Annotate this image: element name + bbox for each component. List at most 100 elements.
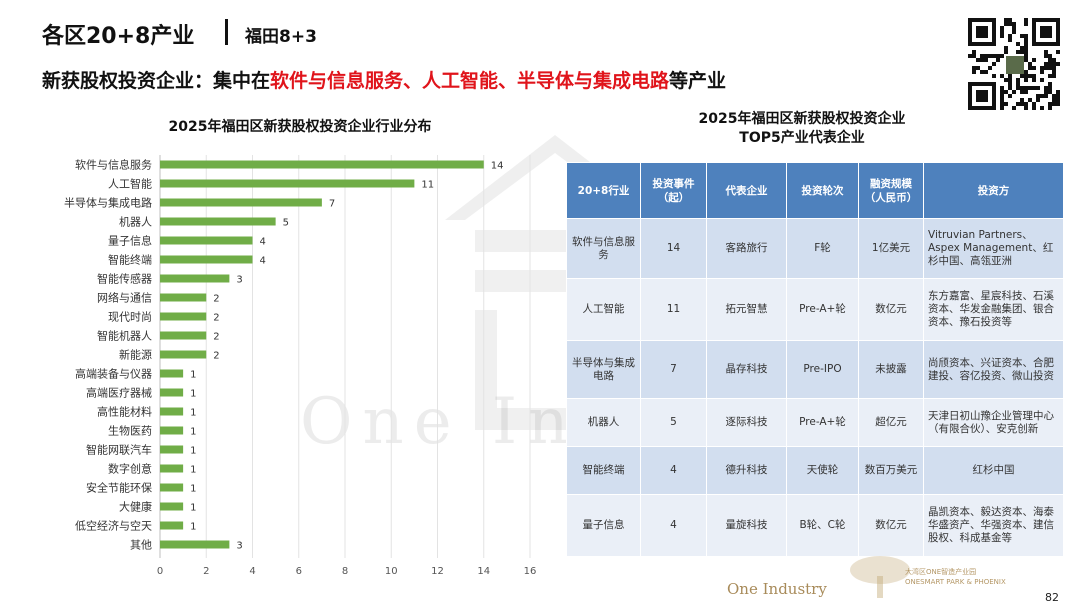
bar bbox=[160, 236, 253, 245]
headline-highlight: 软件与信息服务、人工智能、半导体与集成电路 bbox=[270, 70, 670, 92]
data-label: 2 bbox=[213, 332, 219, 343]
data-label: 1 bbox=[190, 522, 196, 533]
data-label: 1 bbox=[190, 503, 196, 514]
page-title: 各区20+8产业 bbox=[42, 24, 195, 49]
page-number: 82 bbox=[1045, 591, 1059, 604]
cell-scale: 数亿元 bbox=[858, 494, 924, 557]
category-label: 大健康 bbox=[119, 500, 152, 514]
cell-events: 11 bbox=[640, 278, 707, 341]
category-label: 高端装备与仪器 bbox=[75, 367, 152, 381]
cell-events: 7 bbox=[640, 340, 707, 399]
header-divider bbox=[225, 19, 228, 45]
table-row: 半导体与集成电路 7 晶存科技 Pre-IPO 未披露 尚颀资本、兴证资本、合肥… bbox=[566, 340, 1064, 399]
data-label: 1 bbox=[190, 465, 196, 476]
category-label: 智能传感器 bbox=[97, 272, 152, 286]
data-label: 7 bbox=[329, 199, 335, 210]
cell-events: 5 bbox=[640, 398, 707, 447]
data-label: 11 bbox=[421, 180, 434, 191]
category-label: 其他 bbox=[130, 539, 152, 552]
category-label: 生物医药 bbox=[108, 424, 152, 438]
category-label: 智能终端 bbox=[108, 253, 152, 267]
table-row: 量子信息 4 量旋科技 B轮、C轮 数亿元 晶凯资本、毅达资本、海泰华盛资产、华… bbox=[566, 494, 1064, 557]
footer-park-text-en: ONESMART PARK & PHOENIX bbox=[905, 578, 1006, 586]
column-header-scale: 融资规模（人民币） bbox=[858, 162, 924, 219]
bar bbox=[160, 540, 230, 549]
cell-company: 客路旅行 bbox=[706, 218, 787, 279]
cell-round: B轮、C轮 bbox=[786, 494, 859, 557]
category-label: 新能源 bbox=[119, 348, 152, 362]
x-tick-label: 8 bbox=[342, 566, 348, 577]
bar bbox=[160, 407, 184, 416]
data-label: 4 bbox=[260, 237, 266, 248]
bar bbox=[160, 331, 207, 340]
cell-scale: 数亿元 bbox=[858, 278, 924, 341]
bar bbox=[160, 483, 184, 492]
cell-industry: 机器人 bbox=[566, 398, 641, 447]
x-tick-label: 4 bbox=[249, 566, 255, 577]
cell-company: 逐际科技 bbox=[706, 398, 787, 447]
data-label: 1 bbox=[190, 427, 196, 438]
headline: 新获股权投资企业：集中在软件与信息服务、人工智能、半导体与集成电路等产业 bbox=[42, 66, 726, 93]
column-header-round: 投资轮次 bbox=[786, 162, 859, 219]
cell-events: 14 bbox=[640, 218, 707, 279]
cell-investors: Vitruvian Partners、Aspex Management、红杉中国… bbox=[923, 218, 1064, 279]
cell-round: Pre-A+轮 bbox=[786, 278, 859, 341]
data-label: 4 bbox=[260, 256, 266, 267]
x-tick-label: 10 bbox=[385, 566, 398, 577]
cell-industry: 量子信息 bbox=[566, 494, 641, 557]
cell-industry: 智能终端 bbox=[566, 446, 641, 495]
cell-events: 4 bbox=[640, 446, 707, 495]
cell-round: Pre-A+轮 bbox=[786, 398, 859, 447]
cell-round: F轮 bbox=[786, 218, 859, 279]
category-label: 低空经济与空天 bbox=[75, 519, 152, 533]
category-label: 现代时尚 bbox=[108, 310, 152, 324]
cell-industry: 软件与信息服务 bbox=[566, 218, 641, 279]
data-label: 3 bbox=[236, 275, 242, 286]
column-header-company: 代表企业 bbox=[706, 162, 787, 219]
table-title: 2025年福田区新获股权投资企业 TOP5产业代表企业 bbox=[652, 110, 952, 148]
cell-company: 晶存科技 bbox=[706, 340, 787, 399]
cell-scale: 1亿美元 bbox=[858, 218, 924, 279]
table-title-line-1: 2025年福田区新获股权投资企业 bbox=[698, 111, 906, 127]
x-tick-label: 12 bbox=[431, 566, 444, 577]
data-label: 1 bbox=[190, 370, 196, 381]
top5-table: 20+8行业 投资事件（起） 代表企业 投资轮次 融资规模（人民币） 投资方 软… bbox=[566, 162, 1064, 557]
category-label: 数字创意 bbox=[108, 462, 152, 476]
cell-company: 德升科技 bbox=[706, 446, 787, 495]
category-label: 机器人 bbox=[119, 215, 152, 229]
cell-investors: 晶凯资本、毅达资本、海泰华盛资产、华强资本、建信股权、科成基金等 bbox=[923, 494, 1064, 557]
table-row: 机器人 5 逐际科技 Pre-A+轮 超亿元 天津日初山豫企业管理中心（有限合伙… bbox=[566, 398, 1064, 447]
bar bbox=[160, 502, 184, 511]
cell-investors: 东方嘉富、星宸科技、石溪资本、华发金融集团、银合资本、豫石投资等 bbox=[923, 278, 1064, 341]
category-label: 半导体与集成电路 bbox=[64, 196, 152, 210]
category-label: 智能网联汽车 bbox=[86, 443, 152, 457]
cell-events: 4 bbox=[640, 494, 707, 557]
tree-park-logo-icon bbox=[850, 556, 910, 598]
qr-code-icon bbox=[968, 18, 1060, 110]
footer-park-text: 大湾区ONE智造产业园 ONESMART PARK & PHOENIX bbox=[905, 567, 1006, 587]
bar bbox=[160, 369, 184, 378]
bar bbox=[160, 426, 184, 435]
headline-prefix: 新获股权投资企业：集中在 bbox=[42, 70, 271, 92]
data-label: 2 bbox=[213, 294, 219, 305]
category-label: 安全节能环保 bbox=[86, 481, 152, 495]
cell-company: 拓元智慧 bbox=[706, 278, 787, 341]
column-header-events: 投资事件（起） bbox=[640, 162, 707, 219]
category-label: 高端医疗器械 bbox=[86, 386, 152, 400]
bar bbox=[160, 464, 184, 473]
cell-industry: 人工智能 bbox=[566, 278, 641, 341]
data-label: 1 bbox=[190, 408, 196, 419]
data-label: 5 bbox=[283, 218, 289, 229]
cell-round: 天使轮 bbox=[786, 446, 859, 495]
data-label: 3 bbox=[236, 541, 242, 552]
column-header-investors: 投资方 bbox=[923, 162, 1064, 219]
cell-scale: 超亿元 bbox=[858, 398, 924, 447]
table-title-line-2: TOP5产业代表企业 bbox=[739, 130, 865, 146]
bar bbox=[160, 179, 415, 188]
bar bbox=[160, 312, 207, 321]
data-label: 1 bbox=[190, 484, 196, 495]
category-label: 量子信息 bbox=[108, 234, 152, 248]
bar bbox=[160, 160, 484, 169]
category-label: 智能机器人 bbox=[97, 329, 152, 343]
